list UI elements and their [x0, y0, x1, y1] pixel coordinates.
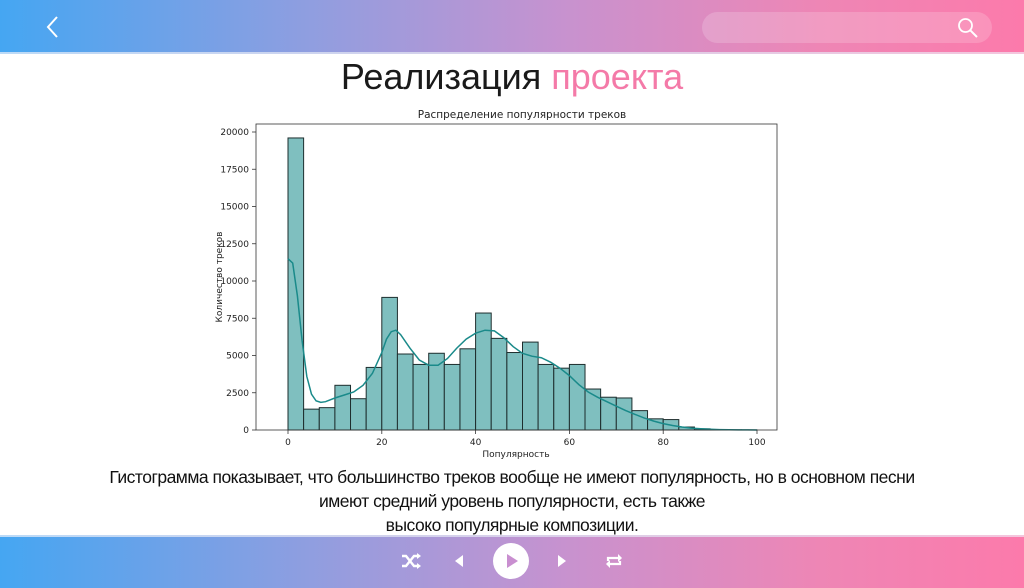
histogram-bar [506, 352, 523, 431]
x-tick-label: 100 [748, 438, 765, 448]
x-axis-label: Популярность [482, 450, 549, 460]
y-tick-label: 10000 [220, 277, 249, 287]
x-tick-label: 60 [564, 438, 576, 448]
histogram-bar [318, 407, 336, 431]
x-axis-ticks: 0 20 40 60 80 100 [285, 430, 766, 448]
y-tick-label: 20000 [220, 128, 249, 138]
histogram-bar [303, 408, 320, 431]
histogram-bar [334, 384, 352, 431]
search-input[interactable] [714, 12, 944, 43]
y-tick-label: 17500 [220, 165, 249, 175]
x-tick-label: 40 [470, 438, 482, 448]
top-bar-divider [0, 52, 1024, 54]
histogram-bar [350, 398, 367, 431]
histogram-bar [553, 367, 570, 431]
play-icon [507, 554, 518, 568]
repeat-icon[interactable] [605, 552, 623, 570]
caption-line-3: высоко популярные композиции. [385, 515, 639, 535]
chart-title: Распределение популярности треков [418, 109, 627, 121]
caption-line-1: Гистограмма показывает, что большинство … [109, 467, 915, 487]
y-tick-label: 12500 [220, 240, 249, 250]
y-tick-label: 15000 [220, 203, 249, 213]
chevron-left-icon[interactable] [40, 13, 66, 41]
histogram-bar [537, 363, 555, 431]
histogram-bar [365, 366, 383, 431]
play-button[interactable] [493, 543, 529, 579]
histogram-bar [381, 296, 398, 431]
y-axis-ticks: 0 2500 5000 7500 10000 12500 15000 17500 20000 [220, 128, 256, 436]
x-tick-label: 80 [657, 438, 669, 448]
y-tick-label: 2500 [226, 389, 249, 399]
y-tick-label: 5000 [226, 352, 249, 362]
search-box[interactable] [702, 12, 992, 43]
slide-caption: Гистограмма показывает, что большинство … [60, 465, 964, 537]
histogram-bar [459, 348, 477, 431]
previous-icon[interactable] [453, 554, 465, 568]
chart-bars [287, 137, 758, 431]
slide-title-main: Реализация [340, 56, 542, 97]
kde-curve [287, 258, 758, 431]
histogram-chart: Распределение популярности треков 0 20 40 6… [200, 100, 800, 465]
histogram-svg: Распределение популярности треков 0 20 40 6… [215, 109, 778, 460]
next-icon[interactable] [556, 554, 568, 568]
histogram-bar [615, 397, 633, 431]
bottom-bar-divider [0, 535, 1024, 537]
x-tick-label: 0 [285, 438, 291, 448]
y-axis-label: Количество треков [215, 232, 225, 323]
histogram-bar [443, 363, 461, 431]
histogram-bar [412, 363, 430, 431]
plot-frame [255, 123, 778, 431]
histogram-bar [396, 353, 414, 431]
x-tick-label: 20 [376, 438, 388, 448]
y-tick-label: 7500 [226, 314, 249, 324]
shuffle-icon[interactable] [401, 553, 421, 569]
histogram-bar [568, 363, 586, 431]
slide-title: Реализация проекта [0, 56, 1024, 98]
search-icon[interactable] [956, 16, 980, 40]
caption-line-2: имеют средний уровень популярности, есть… [318, 491, 706, 511]
slide-title-accent: проекта [551, 56, 684, 97]
y-tick-label: 0 [243, 426, 249, 436]
histogram-bar [490, 337, 508, 431]
